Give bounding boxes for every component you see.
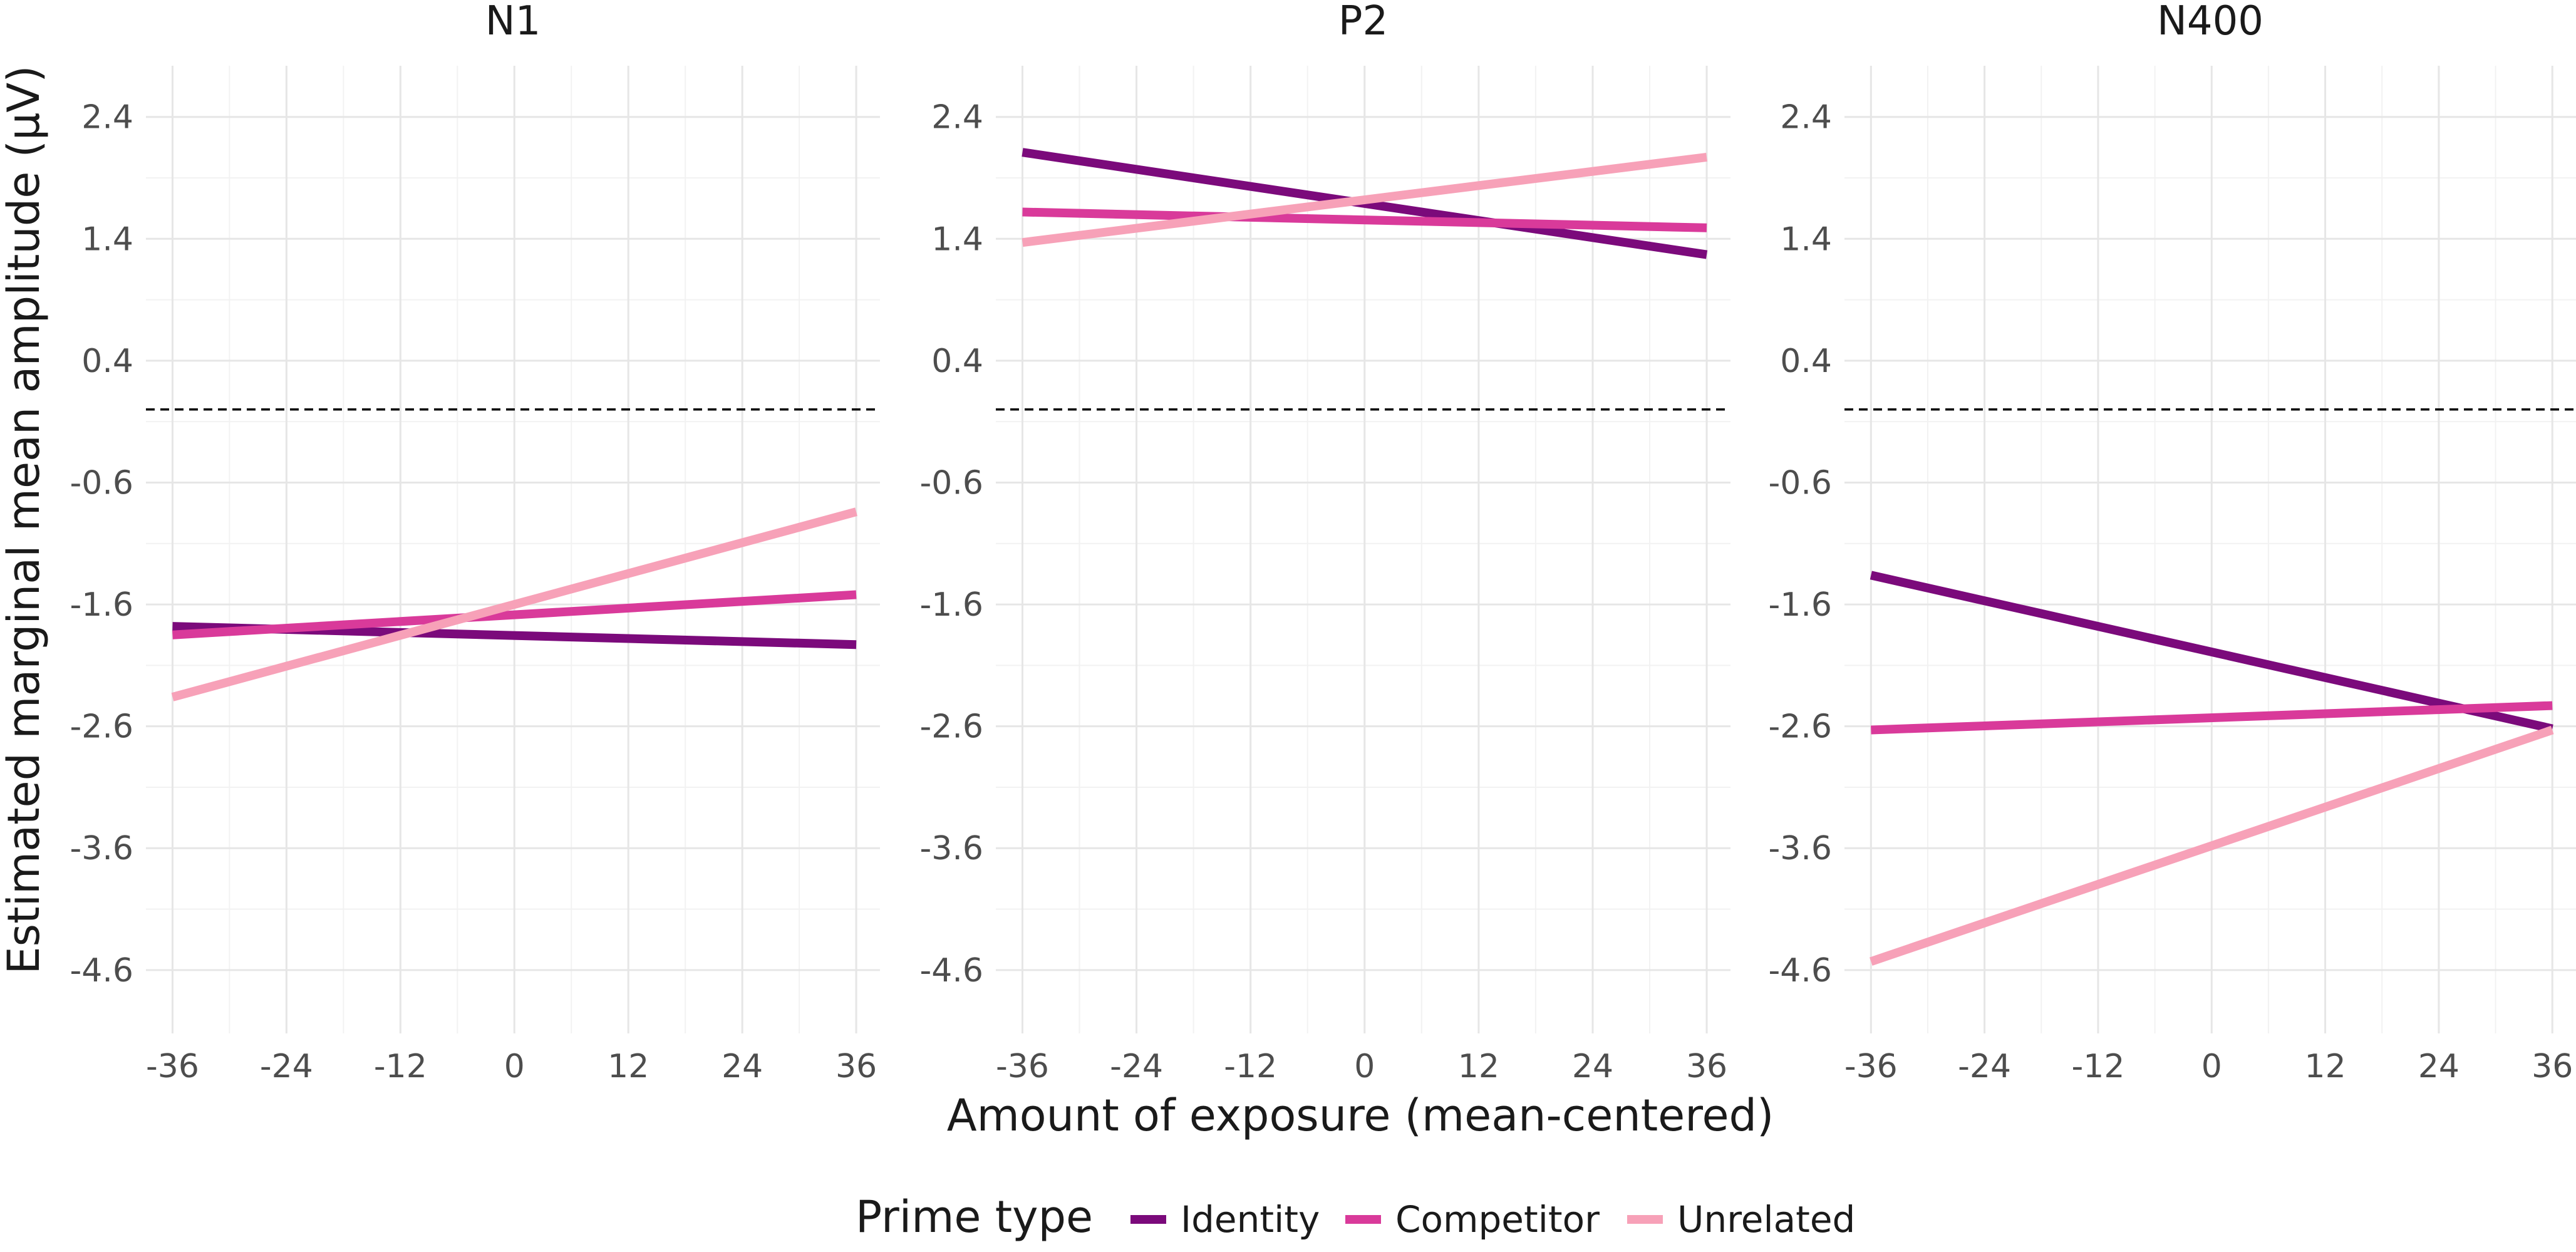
- x-tick-label: -24: [1958, 1048, 2011, 1085]
- panel-title: N400: [2157, 0, 2263, 44]
- y-tick-label: -0.6: [70, 464, 133, 502]
- y-tick-label: -4.6: [920, 952, 983, 990]
- y-tick-label: -1.6: [1769, 586, 1832, 624]
- x-tick-label: 36: [1686, 1048, 1727, 1085]
- x-axis-title: Amount of exposure (mean-centered): [947, 1090, 1774, 1141]
- x-tick-label: 12: [608, 1048, 649, 1085]
- y-tick-label: 2.4: [1780, 99, 1832, 137]
- legend-label-unrelated: Unrelated: [1677, 1198, 1855, 1241]
- legend-label-identity: Identity: [1181, 1198, 1320, 1241]
- y-tick-label: 1.4: [931, 220, 983, 258]
- x-tick-label: -12: [1224, 1048, 1277, 1085]
- y-tick-label: 0.4: [931, 343, 983, 380]
- y-tick-label: 1.4: [1780, 220, 1832, 258]
- y-tick-label: 1.4: [81, 220, 133, 258]
- x-tick-label: 36: [2532, 1048, 2573, 1085]
- y-tick-label: 2.4: [81, 99, 133, 137]
- y-tick-label: -2.6: [70, 708, 133, 746]
- y-tick-label: 0.4: [81, 343, 133, 380]
- x-tick-label: -12: [374, 1048, 427, 1085]
- x-tick-label: -12: [2071, 1048, 2124, 1085]
- x-tick-label: -36: [1844, 1048, 1898, 1085]
- x-tick-label: 0: [2201, 1048, 2222, 1085]
- y-axis-title: Estimated marginal mean amplitude (µV): [0, 65, 49, 974]
- x-tick-label: 12: [1458, 1048, 1499, 1085]
- y-tick-label: -3.6: [70, 830, 133, 867]
- x-tick-label: 0: [504, 1048, 525, 1085]
- panel-n400: -36 -24 -12 0 12 24 36 2.4 1.4 0.4 -0.6 -1.6 -2.6 -3.…: [1769, 0, 2576, 1085]
- y-tick-label: -0.6: [1769, 464, 1832, 502]
- x-tick-label: -36: [146, 1048, 199, 1085]
- y-tick-label: -4.6: [1769, 952, 1832, 990]
- panels: -36 -24 -12 0 12 24 36 2.4 1.4 0.4 -0.6 -1.6 -2.6 -3.…: [70, 0, 2576, 1085]
- series-line-identity: [1870, 571, 2553, 733]
- x-tick-label: 36: [835, 1048, 877, 1085]
- legend-label-competitor: Competitor: [1395, 1198, 1600, 1241]
- x-tick-label: -36: [996, 1048, 1049, 1085]
- x-tick-label: -24: [260, 1048, 313, 1085]
- y-tick-label: -2.6: [920, 708, 983, 746]
- series-line-competitor: [172, 590, 857, 639]
- series-line-competitor: [1871, 701, 2553, 735]
- y-tick-label: -3.6: [1769, 830, 1832, 867]
- panel-n1: -36 -24 -12 0 12 24 36 2.4 1.4 0.4 -0.6 -1.6 -2.6 -3.…: [70, 0, 880, 1085]
- y-tick-label: -2.6: [1769, 708, 1832, 746]
- y-tick-label: -1.6: [920, 586, 983, 624]
- legend: Prime type Identity Competitor Unrelated: [856, 1191, 1855, 1243]
- panel-p2: -36 -24 -12 0 12 24 36 2.4 1.4 0.4 -0.6 -1.6 -2.6 -3.…: [920, 0, 1730, 1085]
- panel-title: P2: [1338, 0, 1388, 44]
- x-tick-label: 0: [1354, 1048, 1375, 1085]
- y-tick-label: 2.4: [931, 99, 983, 137]
- legend-title: Prime type: [856, 1191, 1093, 1243]
- y-tick-label: -0.6: [920, 464, 983, 502]
- x-tick-label: 24: [722, 1048, 763, 1085]
- y-tick-label: -3.6: [920, 830, 983, 867]
- series-line-competitor: [1022, 207, 1707, 232]
- y-tick-label: -4.6: [70, 952, 133, 990]
- series-line-unrelated: [171, 507, 857, 701]
- x-tick-label: 24: [1572, 1048, 1613, 1085]
- y-tick-label: 0.4: [1780, 343, 1832, 380]
- series-line-unrelated: [1870, 725, 2554, 966]
- x-tick-label: -24: [1110, 1048, 1163, 1085]
- x-tick-label: 12: [2305, 1048, 2346, 1085]
- panel-title: N1: [485, 0, 541, 44]
- y-tick-label: -1.6: [70, 586, 133, 624]
- series-line-unrelated: [1022, 152, 1707, 247]
- x-tick-label: 24: [2418, 1048, 2460, 1085]
